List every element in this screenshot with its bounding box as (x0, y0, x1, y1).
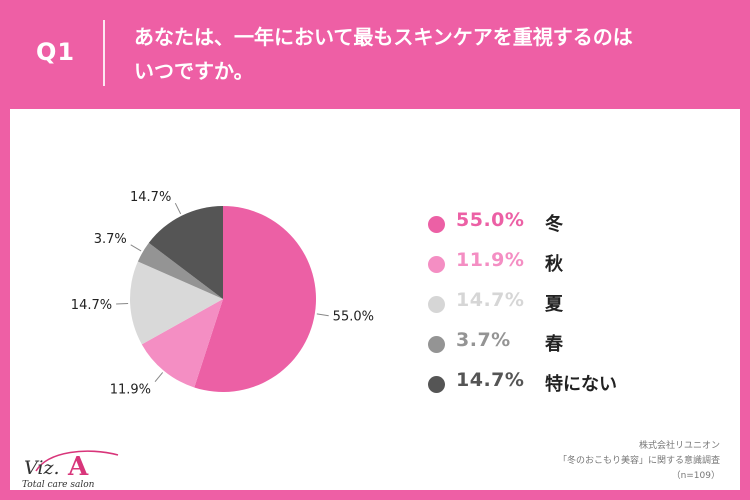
legend-swatch (428, 216, 445, 233)
svg-text:Viz.: Viz. (24, 457, 60, 479)
source-note: 株式会社リユニオン 「冬のおこもり美容」に関する意識調査 （n=109） (558, 439, 720, 484)
legend-item-none: 14.7% 特にない (428, 367, 678, 407)
data-label-winter: 55.0% (333, 310, 374, 325)
legend-percentage: 14.7% (456, 289, 525, 311)
leader-line (130, 244, 142, 252)
data-label-summer: 14.7% (71, 298, 112, 313)
leader-line (154, 372, 164, 382)
question-number: Q1 (36, 38, 76, 66)
source-sample-size: （n=109） (671, 471, 720, 481)
question-header: Q1 あなたは、一年において最もスキンケアを重視するのは いつですか。 (0, 0, 750, 110)
legend-item-spring: 3.7% 春 (428, 327, 678, 367)
brand-logo: Viz. A Total care salon (22, 450, 119, 490)
legend-item-summer: 14.7% 夏 (428, 287, 678, 327)
legend-percentage: 11.9% (456, 249, 525, 271)
legend-label: 秋 (545, 254, 563, 275)
chart-card: 55.0% 11.9% 14.7% 3.7% 14.7% 55.0% 冬 11.9% 秋… (10, 109, 740, 490)
legend-swatch (428, 376, 445, 393)
legend-percentage: 3.7% (456, 329, 511, 351)
header-divider (103, 20, 105, 86)
legend-swatch (428, 256, 445, 273)
pie-slice-none (148, 206, 223, 299)
chart-legend: 55.0% 冬 11.9% 秋 14.7% 夏 3.7% 春 14.7% 特にな… (428, 207, 678, 407)
leader-line (316, 313, 329, 317)
question-title-line-2: いつですか。 (134, 59, 254, 83)
legend-percentage: 14.7% (456, 369, 525, 391)
legend-label: 夏 (545, 294, 563, 315)
legend-label: 春 (545, 334, 563, 355)
data-label-none: 14.7% (130, 190, 171, 205)
legend-item-autumn: 11.9% 秋 (428, 247, 678, 287)
leader-line (174, 202, 182, 215)
legend-swatch (428, 296, 445, 313)
pie-slice-spring (137, 242, 223, 299)
question-title: あなたは、一年において最もスキンケアを重視するのは いつですか。 (134, 20, 724, 88)
pie-slice-autumn (141, 299, 223, 388)
legend-label: 特にない (545, 374, 617, 395)
legend-item-winter: 55.0% 冬 (428, 207, 678, 247)
svg-text:A: A (67, 452, 89, 482)
source-survey: 「冬のおこもり美容」に関する意識調査 (557, 456, 720, 466)
data-label-autumn: 11.9% (110, 383, 151, 398)
legend-label: 冬 (545, 214, 563, 235)
data-label-spring: 3.7% (94, 232, 127, 247)
question-title-line-1: あなたは、一年において最もスキンケアを重視するのは (134, 25, 633, 49)
pie-slice-winter (194, 206, 316, 392)
pie-slice-summer (130, 261, 223, 345)
legend-swatch (428, 336, 445, 353)
svg-text:Total care salon: Total care salon (22, 480, 95, 490)
legend-percentage: 55.0% (456, 209, 525, 231)
leader-line (116, 302, 129, 305)
source-company: 株式会社リユニオン (638, 441, 720, 451)
pie-chart: 55.0% 11.9% 14.7% 3.7% 14.7% (71, 190, 374, 398)
